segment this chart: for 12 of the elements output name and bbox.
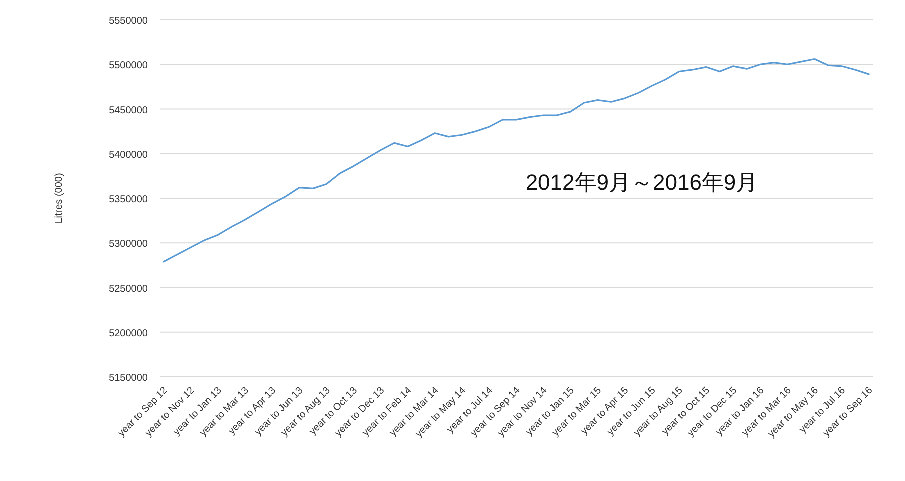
y-tick-label: 5300000 xyxy=(109,239,148,250)
y-axis-title: Litres (000) xyxy=(54,173,65,224)
y-tick-label: 5350000 xyxy=(109,194,148,206)
y-tick-label: 5150000 xyxy=(109,373,148,384)
annotation: 2012年9月～2016年9月 xyxy=(526,170,758,195)
y-tick-label: 5400000 xyxy=(109,150,148,161)
y-tick-label: 5500000 xyxy=(109,60,148,72)
y-tick-label: 5250000 xyxy=(109,284,148,295)
y-tick-label: 5450000 xyxy=(109,105,148,116)
line-series xyxy=(163,58,870,263)
y-tick-label: 5200000 xyxy=(109,328,148,340)
y-tick-label: 5550000 xyxy=(109,16,148,27)
